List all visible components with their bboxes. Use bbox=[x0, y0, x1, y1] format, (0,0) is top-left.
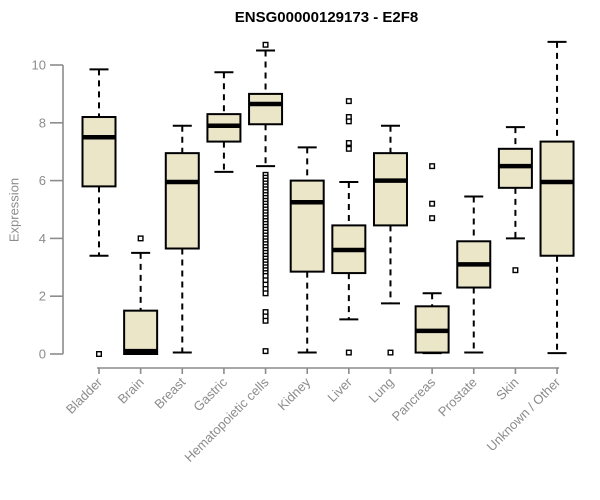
x-tick-label: Breast bbox=[151, 374, 188, 411]
boxplot-liver bbox=[331, 98, 367, 356]
boxplot-pancreas bbox=[414, 163, 450, 355]
chart-title: ENSG00000129173 - E2F8 bbox=[234, 9, 419, 26]
y-tick-label: 4 bbox=[39, 231, 46, 246]
outlier-point bbox=[345, 145, 352, 152]
boxplot-kidney bbox=[289, 146, 325, 354]
y-tick-label: 6 bbox=[39, 173, 46, 188]
outlier-point bbox=[429, 163, 436, 170]
outlier-point bbox=[262, 290, 269, 297]
boxplot-lung bbox=[372, 124, 408, 356]
outlier-point bbox=[387, 349, 394, 356]
x-tick-label: Unknown / Other bbox=[484, 374, 564, 454]
x-tick-label: Skin bbox=[493, 375, 521, 403]
x-tick-label: Liver bbox=[324, 374, 355, 405]
boxplot-bladder bbox=[81, 68, 117, 358]
outlier-point bbox=[262, 41, 269, 48]
boxplot-unknown-other bbox=[539, 40, 575, 355]
boxplot-prostate bbox=[456, 195, 492, 354]
boxplot-hematopoietic-cells bbox=[248, 41, 284, 355]
y-axis: 0 2 4 6 8 10 bbox=[32, 58, 64, 362]
outlier-point bbox=[262, 348, 269, 355]
boxplot-breast bbox=[164, 124, 200, 354]
x-tick-label: Brain bbox=[115, 375, 147, 407]
outlier-point bbox=[345, 98, 352, 105]
outlier-point bbox=[137, 235, 144, 242]
x-tick-label: Pancreas bbox=[389, 374, 439, 424]
outlier-point bbox=[345, 349, 352, 356]
boxplot-gastric bbox=[206, 71, 242, 173]
y-tick-label: 8 bbox=[39, 115, 46, 130]
outlier-point bbox=[512, 267, 519, 274]
outlier-point bbox=[95, 351, 102, 358]
x-tick-label: Lung bbox=[366, 375, 397, 406]
y-tick-label: 10 bbox=[32, 58, 46, 73]
y-tick-label: 0 bbox=[39, 347, 46, 362]
x-tick-label: Kidney bbox=[275, 374, 314, 413]
x-tick-label: Bladder bbox=[63, 374, 106, 417]
x-tick-label: Gastric bbox=[190, 374, 230, 414]
boxplot-brain bbox=[123, 235, 159, 355]
y-tick-label: 2 bbox=[39, 289, 46, 304]
outlier-point bbox=[345, 140, 352, 147]
boxplot-skin bbox=[497, 126, 533, 274]
outlier-point bbox=[429, 200, 436, 207]
outlier-point bbox=[429, 215, 436, 222]
x-tick-label: Prostate bbox=[435, 375, 480, 420]
outlier-point bbox=[262, 317, 269, 324]
outlier-point bbox=[345, 118, 352, 125]
